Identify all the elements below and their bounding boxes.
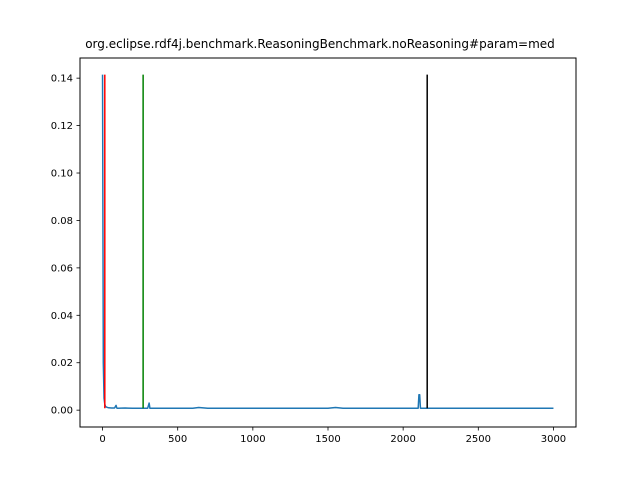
- y-tick-label: 0.00: [51, 406, 73, 417]
- x-tick-label: 1000: [240, 434, 265, 445]
- plot-layer: [101, 74, 554, 410]
- x-tick-label: 1500: [315, 434, 340, 445]
- x-tick-label: 500: [168, 434, 187, 445]
- tick-layer: 0 500 1000 1500 2000 2500 3000 0.00 0.02 0.04 0.06…: [51, 74, 566, 445]
- x-tick-label: 3000: [541, 434, 566, 445]
- y-tick-label: 0.12: [51, 121, 73, 132]
- x-tick-label: 0: [99, 434, 105, 445]
- y-tick-label: 0.10: [51, 169, 73, 180]
- y-tick-label: 0.14: [51, 74, 73, 85]
- x-tick-label: 2500: [466, 434, 491, 445]
- y-tick-label: 0.08: [51, 216, 73, 227]
- x-tick-label: 2000: [390, 434, 415, 445]
- chart-title: org.eclipse.rdf4j.benchmark.ReasoningBen…: [85, 37, 555, 51]
- y-tick-label: 0.06: [51, 263, 73, 274]
- y-tick-label: 0.04: [51, 311, 73, 322]
- series-line-0: [101, 74, 554, 410]
- y-tick-label: 0.02: [51, 358, 73, 369]
